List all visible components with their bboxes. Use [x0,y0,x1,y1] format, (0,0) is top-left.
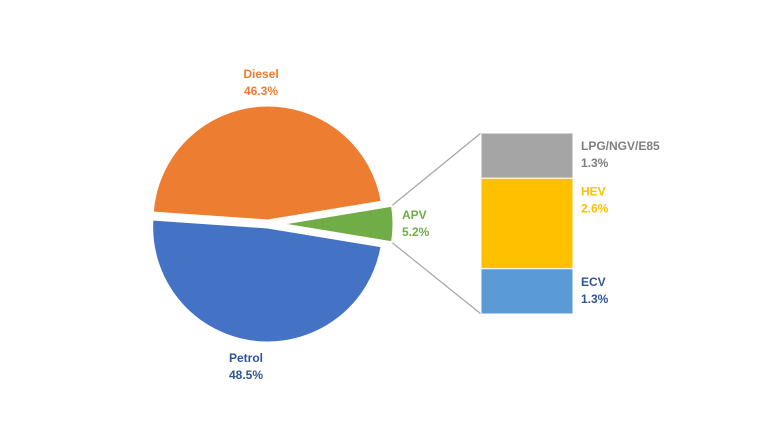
bar-segment-ecv [480,268,574,315]
connector-line-bottom [392,242,482,315]
bar-segment-lpg-ngv-e85 [480,132,574,179]
slice-value-diesel: 46.3% [244,84,278,98]
slice-value-apv: 5.2% [402,225,430,239]
segment-value-ecv: 1.3% [581,292,609,306]
slice-value-petrol: 48.5% [229,368,263,382]
pie-slice-apv [277,203,396,245]
slice-label-apv: APV [402,208,427,222]
slice-label-diesel: Diesel [243,67,278,81]
segment-value-lpg-ngv-e85: 1.3% [581,156,609,170]
slice-label-petrol: Petrol [229,351,263,365]
segment-label-hev: HEV [581,184,606,198]
data-labels: APV 5.2% Petrol 48.5% Diesel 46.3% LPG/NGV/E85… [229,67,660,382]
segment-label-lpg-ngv-e85: LPG/NGV/E85 [581,139,660,153]
segment-value-hev: 2.6% [581,201,609,215]
bar-segment-hev [480,177,574,270]
connector-line-top [392,132,482,206]
breakdown-bar [480,132,574,315]
connector-lines [392,132,482,315]
pie-slice-diesel [150,103,385,223]
pie-slice-petrol [150,217,384,345]
segment-label-ecv: ECV [581,275,606,289]
pie [150,103,396,345]
